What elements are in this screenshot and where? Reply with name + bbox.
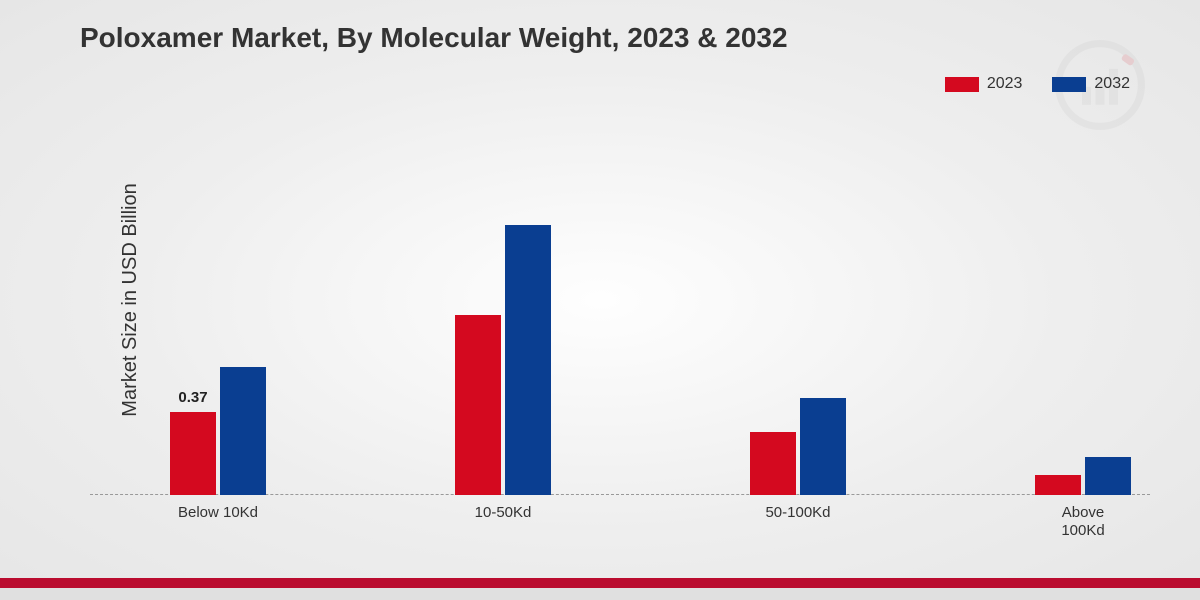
footer-bar <box>0 578 1200 600</box>
legend-item-2023: 2023 <box>945 75 1023 93</box>
bar <box>800 398 846 495</box>
bar-group <box>750 398 846 495</box>
x-axis-label: Below 10Kd <box>178 504 258 522</box>
plot-area: 0.37 <box>90 135 1150 495</box>
bar <box>220 367 266 495</box>
x-axis-label: 50-100Kd <box>765 504 830 522</box>
chart-container: Poloxamer Market, By Molecular Weight, 2… <box>0 0 1200 600</box>
legend-label-2023: 2023 <box>987 75 1023 93</box>
legend-swatch-2023 <box>945 77 979 92</box>
bar <box>455 315 501 495</box>
legend-swatch-2032 <box>1052 77 1086 92</box>
x-axis-label: 10-50Kd <box>475 504 532 522</box>
bar-group <box>455 225 551 495</box>
legend: 2023 2032 <box>945 75 1130 93</box>
x-axis-labels: Below 10Kd 10-50Kd 50-100Kd Above 100Kd <box>90 500 1150 550</box>
bar <box>170 412 216 495</box>
bar <box>1085 457 1131 495</box>
x-axis-label: Above 100Kd <box>1061 504 1104 540</box>
bar <box>750 432 796 495</box>
bar-group <box>170 367 266 495</box>
legend-label-2032: 2032 <box>1094 75 1130 93</box>
bar-data-label: 0.37 <box>178 389 207 406</box>
bar <box>1035 475 1081 495</box>
legend-item-2032: 2032 <box>1052 75 1130 93</box>
chart-title: Poloxamer Market, By Molecular Weight, 2… <box>80 22 788 54</box>
bar-group <box>1035 457 1131 495</box>
bar <box>505 225 551 495</box>
